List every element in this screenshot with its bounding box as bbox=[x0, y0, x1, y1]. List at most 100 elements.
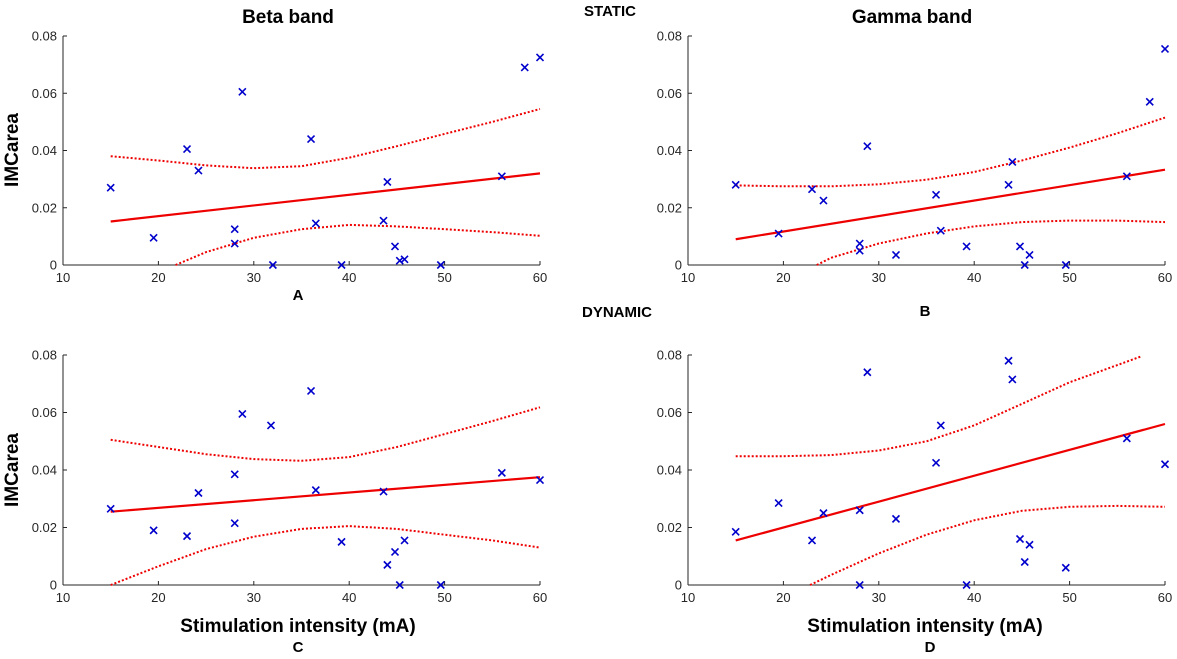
section-label-static: STATIC bbox=[584, 3, 636, 20]
data-point-stroke bbox=[306, 134, 316, 144]
data-point-stroke bbox=[891, 250, 901, 260]
data-point bbox=[182, 145, 192, 154]
x-tick-label: 40 bbox=[342, 590, 356, 605]
panel-title: Gamma band bbox=[852, 7, 972, 28]
y-tick-label: 0 bbox=[50, 578, 57, 593]
y-tick-label: 0.02 bbox=[657, 520, 682, 535]
fit-line bbox=[110, 172, 541, 223]
ci-upper-line bbox=[110, 108, 541, 170]
data-point bbox=[1015, 242, 1025, 251]
ci-upper-line bbox=[735, 355, 1142, 458]
data-point bbox=[891, 250, 901, 260]
x-tick-label: 20 bbox=[776, 590, 790, 605]
x-tick-label: 50 bbox=[437, 590, 451, 605]
data-point bbox=[1061, 563, 1070, 572]
data-point bbox=[238, 409, 247, 419]
section-label-dynamic: DYNAMIC bbox=[582, 304, 652, 321]
data-point-stroke bbox=[1160, 44, 1170, 53]
data-point bbox=[855, 580, 864, 590]
data-point-stroke bbox=[497, 172, 506, 181]
x-tick-label: 30 bbox=[247, 270, 261, 285]
data-point bbox=[306, 134, 316, 144]
data-point bbox=[390, 547, 400, 557]
data-point-stroke bbox=[337, 260, 346, 270]
x-tick-label: 30 bbox=[247, 590, 261, 605]
data-point-stroke bbox=[436, 260, 445, 270]
data-point bbox=[497, 172, 506, 181]
data-point-stroke bbox=[962, 242, 971, 251]
fit-line bbox=[110, 476, 541, 513]
x-tick-label: 50 bbox=[1062, 270, 1076, 285]
data-point-stroke bbox=[238, 409, 247, 419]
panel-letter: A bbox=[293, 287, 304, 304]
data-point-stroke bbox=[395, 256, 404, 265]
panel-a: Beta band IMCarea 10 20 30 40 50 60 0 0.02 0.04 0… bbox=[2, 7, 547, 304]
data-point bbox=[819, 509, 828, 518]
data-point-stroke bbox=[182, 145, 192, 154]
data-point-stroke bbox=[306, 386, 316, 396]
data-point-stroke bbox=[311, 486, 320, 495]
data-point-stroke bbox=[230, 470, 239, 479]
data-point-stroke bbox=[106, 504, 115, 513]
data-point bbox=[194, 488, 203, 498]
data-point-stroke bbox=[379, 216, 388, 225]
data-point bbox=[1008, 375, 1017, 384]
data-point bbox=[936, 226, 945, 235]
x-tick-label: 60 bbox=[1158, 270, 1172, 285]
data-point-stroke bbox=[149, 233, 158, 242]
data-point-stroke bbox=[863, 368, 872, 377]
y-tick-label: 0 bbox=[675, 578, 682, 593]
data-point-stroke bbox=[962, 580, 971, 590]
y-axis-title: IMCarea bbox=[2, 113, 23, 187]
panel-letter: C bbox=[293, 639, 304, 656]
data-point bbox=[1160, 460, 1170, 469]
data-point-stroke bbox=[931, 190, 941, 199]
data-point bbox=[149, 526, 158, 535]
data-point-stroke bbox=[819, 196, 828, 205]
data-point bbox=[774, 498, 783, 508]
data-point bbox=[1004, 356, 1013, 365]
data-point-stroke bbox=[268, 260, 277, 270]
data-point bbox=[311, 486, 320, 495]
data-point-stroke bbox=[855, 239, 864, 248]
data-point-stroke bbox=[1122, 172, 1131, 181]
data-point-stroke bbox=[1160, 460, 1170, 469]
data-point bbox=[230, 225, 239, 234]
data-point-stroke bbox=[230, 225, 239, 234]
data-point-stroke bbox=[1015, 534, 1025, 544]
y-tick-label: 0.08 bbox=[657, 29, 682, 44]
y-tick-label: 0.06 bbox=[32, 86, 57, 101]
data-point-stroke bbox=[238, 87, 247, 96]
data-point bbox=[230, 519, 239, 528]
data-point-stroke bbox=[931, 458, 941, 467]
data-point-stroke bbox=[390, 242, 400, 251]
x-tick-label: 20 bbox=[151, 270, 165, 285]
data-point bbox=[395, 256, 404, 265]
data-point bbox=[230, 239, 239, 248]
data-point bbox=[400, 536, 409, 545]
data-point bbox=[774, 229, 783, 238]
data-point-stroke bbox=[1122, 434, 1131, 443]
data-point-stroke bbox=[1145, 97, 1154, 106]
ci-lower-line bbox=[175, 223, 541, 266]
data-point bbox=[337, 537, 346, 546]
x-tick-label: 50 bbox=[437, 270, 451, 285]
data-point-stroke bbox=[395, 580, 404, 590]
data-point-stroke bbox=[1061, 563, 1070, 572]
data-point-stroke bbox=[1015, 242, 1025, 251]
data-point bbox=[1025, 250, 1034, 260]
x-tick-label: 10 bbox=[56, 590, 70, 605]
data-point bbox=[855, 246, 864, 255]
panel-letter: D bbox=[925, 639, 936, 656]
panel-c: IMCarea 10 20 30 40 50 60 0 0.02 0.04 0.06 0.08 St… bbox=[2, 348, 547, 657]
data-point bbox=[1025, 540, 1034, 549]
data-point-stroke bbox=[106, 183, 115, 192]
data-point bbox=[182, 532, 192, 541]
data-point-stroke bbox=[1008, 157, 1017, 167]
data-point bbox=[379, 216, 388, 225]
data-point bbox=[1160, 44, 1170, 53]
data-point-stroke bbox=[1020, 260, 1029, 270]
data-point-stroke bbox=[230, 239, 239, 248]
data-point bbox=[936, 421, 945, 430]
